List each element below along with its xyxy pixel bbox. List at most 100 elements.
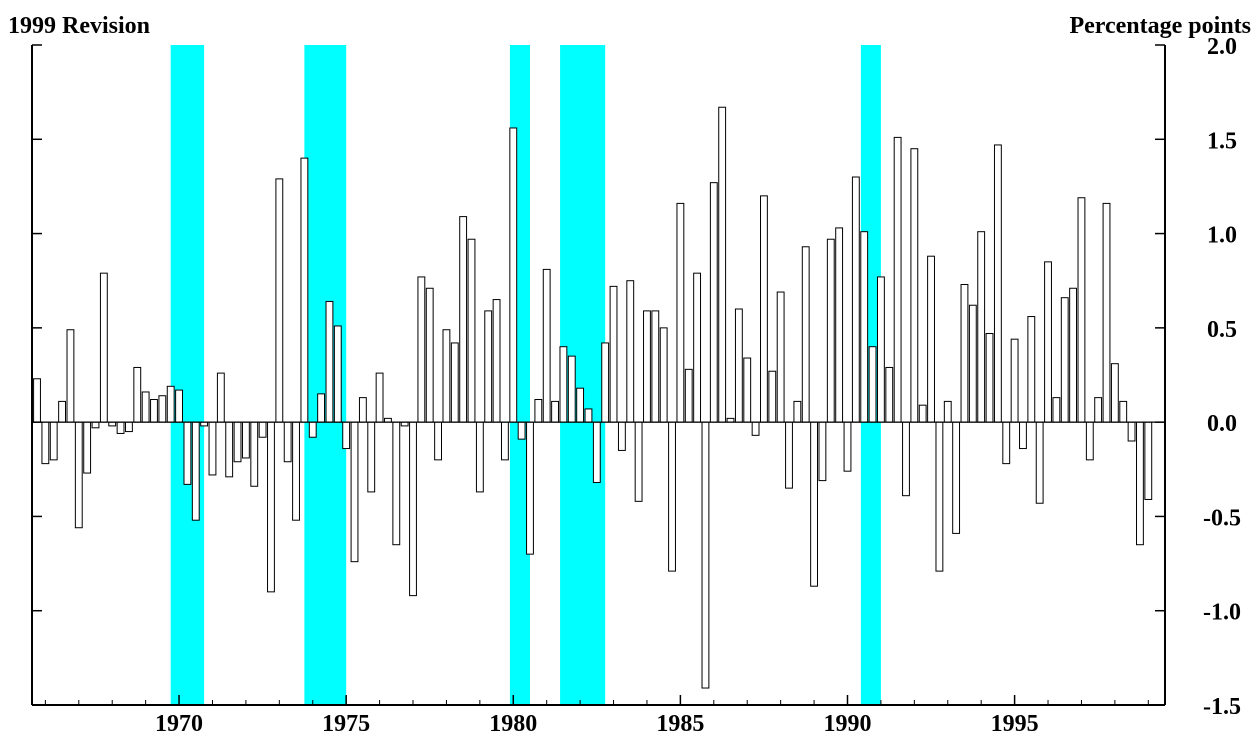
bar — [33, 378, 41, 423]
x-tick-label: 1995 — [991, 711, 1039, 737]
bar — [693, 272, 702, 423]
bar — [985, 333, 994, 423]
bar — [333, 325, 342, 423]
y-tick-label: 2.0 — [1207, 34, 1237, 60]
recession-band — [560, 45, 606, 705]
bar — [1077, 197, 1086, 423]
bar — [166, 385, 175, 423]
bar — [99, 272, 108, 423]
bar — [801, 246, 810, 423]
bar — [902, 421, 910, 497]
bar — [751, 421, 760, 436]
bar — [551, 400, 559, 423]
bar — [1127, 421, 1136, 442]
bar — [1136, 421, 1144, 546]
bar — [325, 300, 334, 423]
bar — [927, 255, 935, 423]
chart-title-right: Percentage points — [1069, 13, 1251, 39]
bar — [183, 421, 192, 485]
bar — [1010, 338, 1019, 423]
bar — [768, 370, 777, 423]
y-tick-label: -1.0 — [1203, 600, 1241, 626]
bar — [74, 421, 83, 529]
bar — [141, 391, 150, 423]
bar — [442, 329, 451, 423]
bar — [241, 421, 250, 459]
bar — [876, 276, 885, 423]
bar — [267, 421, 275, 593]
bar — [1119, 400, 1128, 423]
bar — [283, 421, 292, 463]
bar — [601, 342, 610, 423]
bar — [225, 421, 234, 478]
bar — [843, 421, 852, 472]
bar — [425, 287, 434, 423]
bar — [1027, 316, 1036, 423]
bar — [626, 280, 635, 423]
bar — [851, 176, 860, 423]
bar — [1085, 421, 1094, 461]
bar — [810, 421, 819, 587]
bar — [826, 238, 835, 423]
y-tick-label: 1.5 — [1207, 128, 1237, 154]
bar — [818, 421, 827, 482]
bar — [918, 404, 927, 423]
bar — [517, 421, 526, 440]
bar — [668, 421, 676, 572]
bar — [233, 421, 242, 463]
bar — [175, 389, 183, 423]
bar — [651, 310, 660, 423]
bar — [258, 421, 267, 438]
bar — [609, 285, 618, 423]
bar — [542, 268, 551, 423]
bar — [1044, 261, 1052, 423]
bar — [885, 366, 894, 423]
bar — [567, 355, 576, 423]
bar — [125, 421, 133, 433]
bar — [868, 346, 877, 423]
y-tick-label: -1.5 — [1203, 694, 1241, 720]
bar — [617, 421, 626, 451]
bar — [150, 399, 158, 423]
bar — [659, 327, 668, 423]
y-tick-label: 0.5 — [1207, 317, 1237, 343]
bar — [58, 400, 67, 423]
bar — [952, 421, 961, 534]
bar — [133, 366, 142, 423]
y-tick-label: -0.5 — [1203, 505, 1241, 531]
bar — [534, 399, 543, 423]
bar — [500, 421, 509, 461]
y-tick-label: 1.0 — [1207, 223, 1237, 249]
bar — [1144, 421, 1153, 500]
bar — [66, 329, 75, 423]
bar — [367, 421, 376, 493]
bar — [968, 304, 977, 423]
bar — [459, 216, 468, 423]
bar — [1069, 287, 1078, 423]
bar — [776, 291, 785, 423]
bar — [785, 421, 793, 489]
bar — [475, 421, 484, 493]
bar — [1052, 397, 1061, 423]
bar — [49, 421, 58, 461]
bar — [734, 308, 743, 423]
bar — [743, 357, 752, 423]
bar — [350, 421, 359, 563]
bar — [935, 421, 944, 572]
bar — [718, 106, 727, 423]
bar — [910, 148, 919, 423]
bar — [434, 421, 442, 461]
bar — [1002, 421, 1011, 465]
bar — [1035, 421, 1044, 504]
bar — [1060, 297, 1069, 423]
bar — [559, 346, 568, 423]
bar — [977, 231, 986, 423]
bar — [216, 372, 225, 423]
bar — [893, 136, 902, 423]
ticks: 1970 1975 1980 1985 1990 1995 -1.5 -1.0 -0.5 0.0 0… — [32, 34, 1241, 737]
bar — [576, 387, 585, 423]
bar — [709, 182, 718, 423]
bar — [526, 421, 534, 555]
bar — [1102, 202, 1111, 423]
